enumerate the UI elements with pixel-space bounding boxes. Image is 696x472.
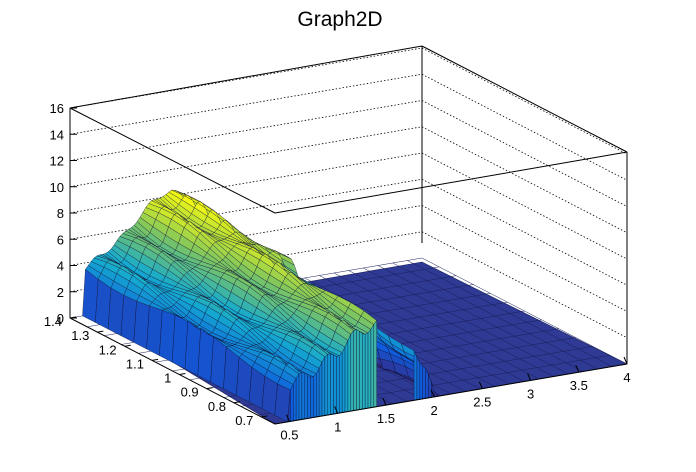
surface-mesh xyxy=(82,189,441,423)
x-tick-label: 2 xyxy=(431,403,438,418)
surface-wall xyxy=(339,352,343,414)
x-tick xyxy=(334,406,339,414)
surface-wall xyxy=(344,340,349,413)
x-tick xyxy=(286,414,290,422)
z-gridline xyxy=(69,100,628,207)
surface-wall xyxy=(313,373,317,418)
surface-wall xyxy=(318,362,323,417)
z-tick-label: 2 xyxy=(57,285,64,300)
y-tick-label: 0.9 xyxy=(181,385,199,400)
surface-wall xyxy=(353,329,357,411)
z-gridline xyxy=(69,126,628,234)
surface-wall xyxy=(413,350,418,401)
surface-wall xyxy=(364,332,369,409)
z-tick-label: 12 xyxy=(50,154,64,169)
y-tick xyxy=(69,316,77,319)
surface-wall xyxy=(327,353,331,416)
x-tick xyxy=(527,373,532,381)
surface-wall xyxy=(359,330,363,410)
x-axis: 0.5 1 1.5 2 2.5 3 3.5 4 xyxy=(280,356,631,443)
surface-wall xyxy=(293,378,297,422)
z-tick-label: 6 xyxy=(57,232,64,247)
surface-wall xyxy=(310,376,314,419)
y-tick-label: 1.4 xyxy=(44,314,62,329)
y-tick xyxy=(233,401,241,404)
x-tick xyxy=(575,365,580,373)
z-gridline xyxy=(69,152,628,260)
surface-wall xyxy=(304,372,308,420)
surface-wall xyxy=(347,334,351,412)
surface-wall xyxy=(362,333,366,410)
x-tick-label: 4 xyxy=(623,370,630,385)
surface-wall xyxy=(333,354,337,415)
surface-wall xyxy=(367,328,372,409)
surface-wall xyxy=(316,368,320,418)
surface-wall xyxy=(301,372,305,420)
y-tick xyxy=(124,344,131,347)
surface-wall xyxy=(341,346,346,413)
z-tick-label: 10 xyxy=(50,180,64,195)
z-tick-label: 14 xyxy=(50,127,64,142)
surface-wall xyxy=(373,319,377,408)
y-tick-label: 0.8 xyxy=(208,399,226,414)
surface-wall xyxy=(356,329,360,411)
x-tick-label: 3.5 xyxy=(570,378,588,393)
z-gridline xyxy=(69,47,628,155)
x-tick-label: 1.5 xyxy=(377,411,395,426)
surface-wall xyxy=(350,330,354,412)
x-tick xyxy=(623,356,628,365)
surface-wall xyxy=(336,355,340,414)
surface-wall xyxy=(295,373,300,421)
x-tick-label: 2.5 xyxy=(473,395,491,410)
y-tick-label: 1.3 xyxy=(71,328,89,343)
x-tick xyxy=(430,389,435,398)
x-tick xyxy=(478,381,483,389)
surface-wall xyxy=(324,353,328,416)
surface-wall xyxy=(425,368,429,399)
z-tick-label: 4 xyxy=(57,259,64,274)
surface-wall xyxy=(419,362,423,400)
z-tick-label: 0 xyxy=(57,311,64,326)
x-tick xyxy=(382,397,387,406)
z-gridline xyxy=(69,73,628,181)
chart-title: Graph2D xyxy=(297,8,382,31)
x-tick-label: 3 xyxy=(527,386,534,401)
y-tick xyxy=(261,415,268,418)
x-tick-label: 1 xyxy=(334,419,341,434)
y-tick xyxy=(97,330,104,333)
surface-wall xyxy=(290,384,294,422)
y-tick-label: 1.1 xyxy=(126,356,144,371)
surface-wall xyxy=(298,371,303,421)
surface-wall xyxy=(321,356,326,417)
surface-wall xyxy=(370,323,374,408)
surface-wall xyxy=(416,357,420,401)
surface-wall xyxy=(330,353,334,415)
surface-wall xyxy=(422,365,426,400)
y-tick xyxy=(151,358,159,361)
y-tick-label: 1.2 xyxy=(99,342,117,357)
y-tick-label: 1 xyxy=(164,371,171,386)
x-tick-label: 0.5 xyxy=(280,428,298,443)
y-axis: 0.7 0.8 0.9 1 1.1 1.2 1.3 1.4 xyxy=(44,314,268,428)
z-axis: 0 2 4 6 8 10 12 14 16 xyxy=(50,101,77,326)
surface-wall xyxy=(307,375,311,419)
z-tick-label: 8 xyxy=(57,206,64,221)
y-tick xyxy=(179,373,186,376)
y-tick-label: 0.7 xyxy=(235,413,253,428)
y-tick xyxy=(206,387,213,390)
z-tick-label: 16 xyxy=(50,101,64,116)
